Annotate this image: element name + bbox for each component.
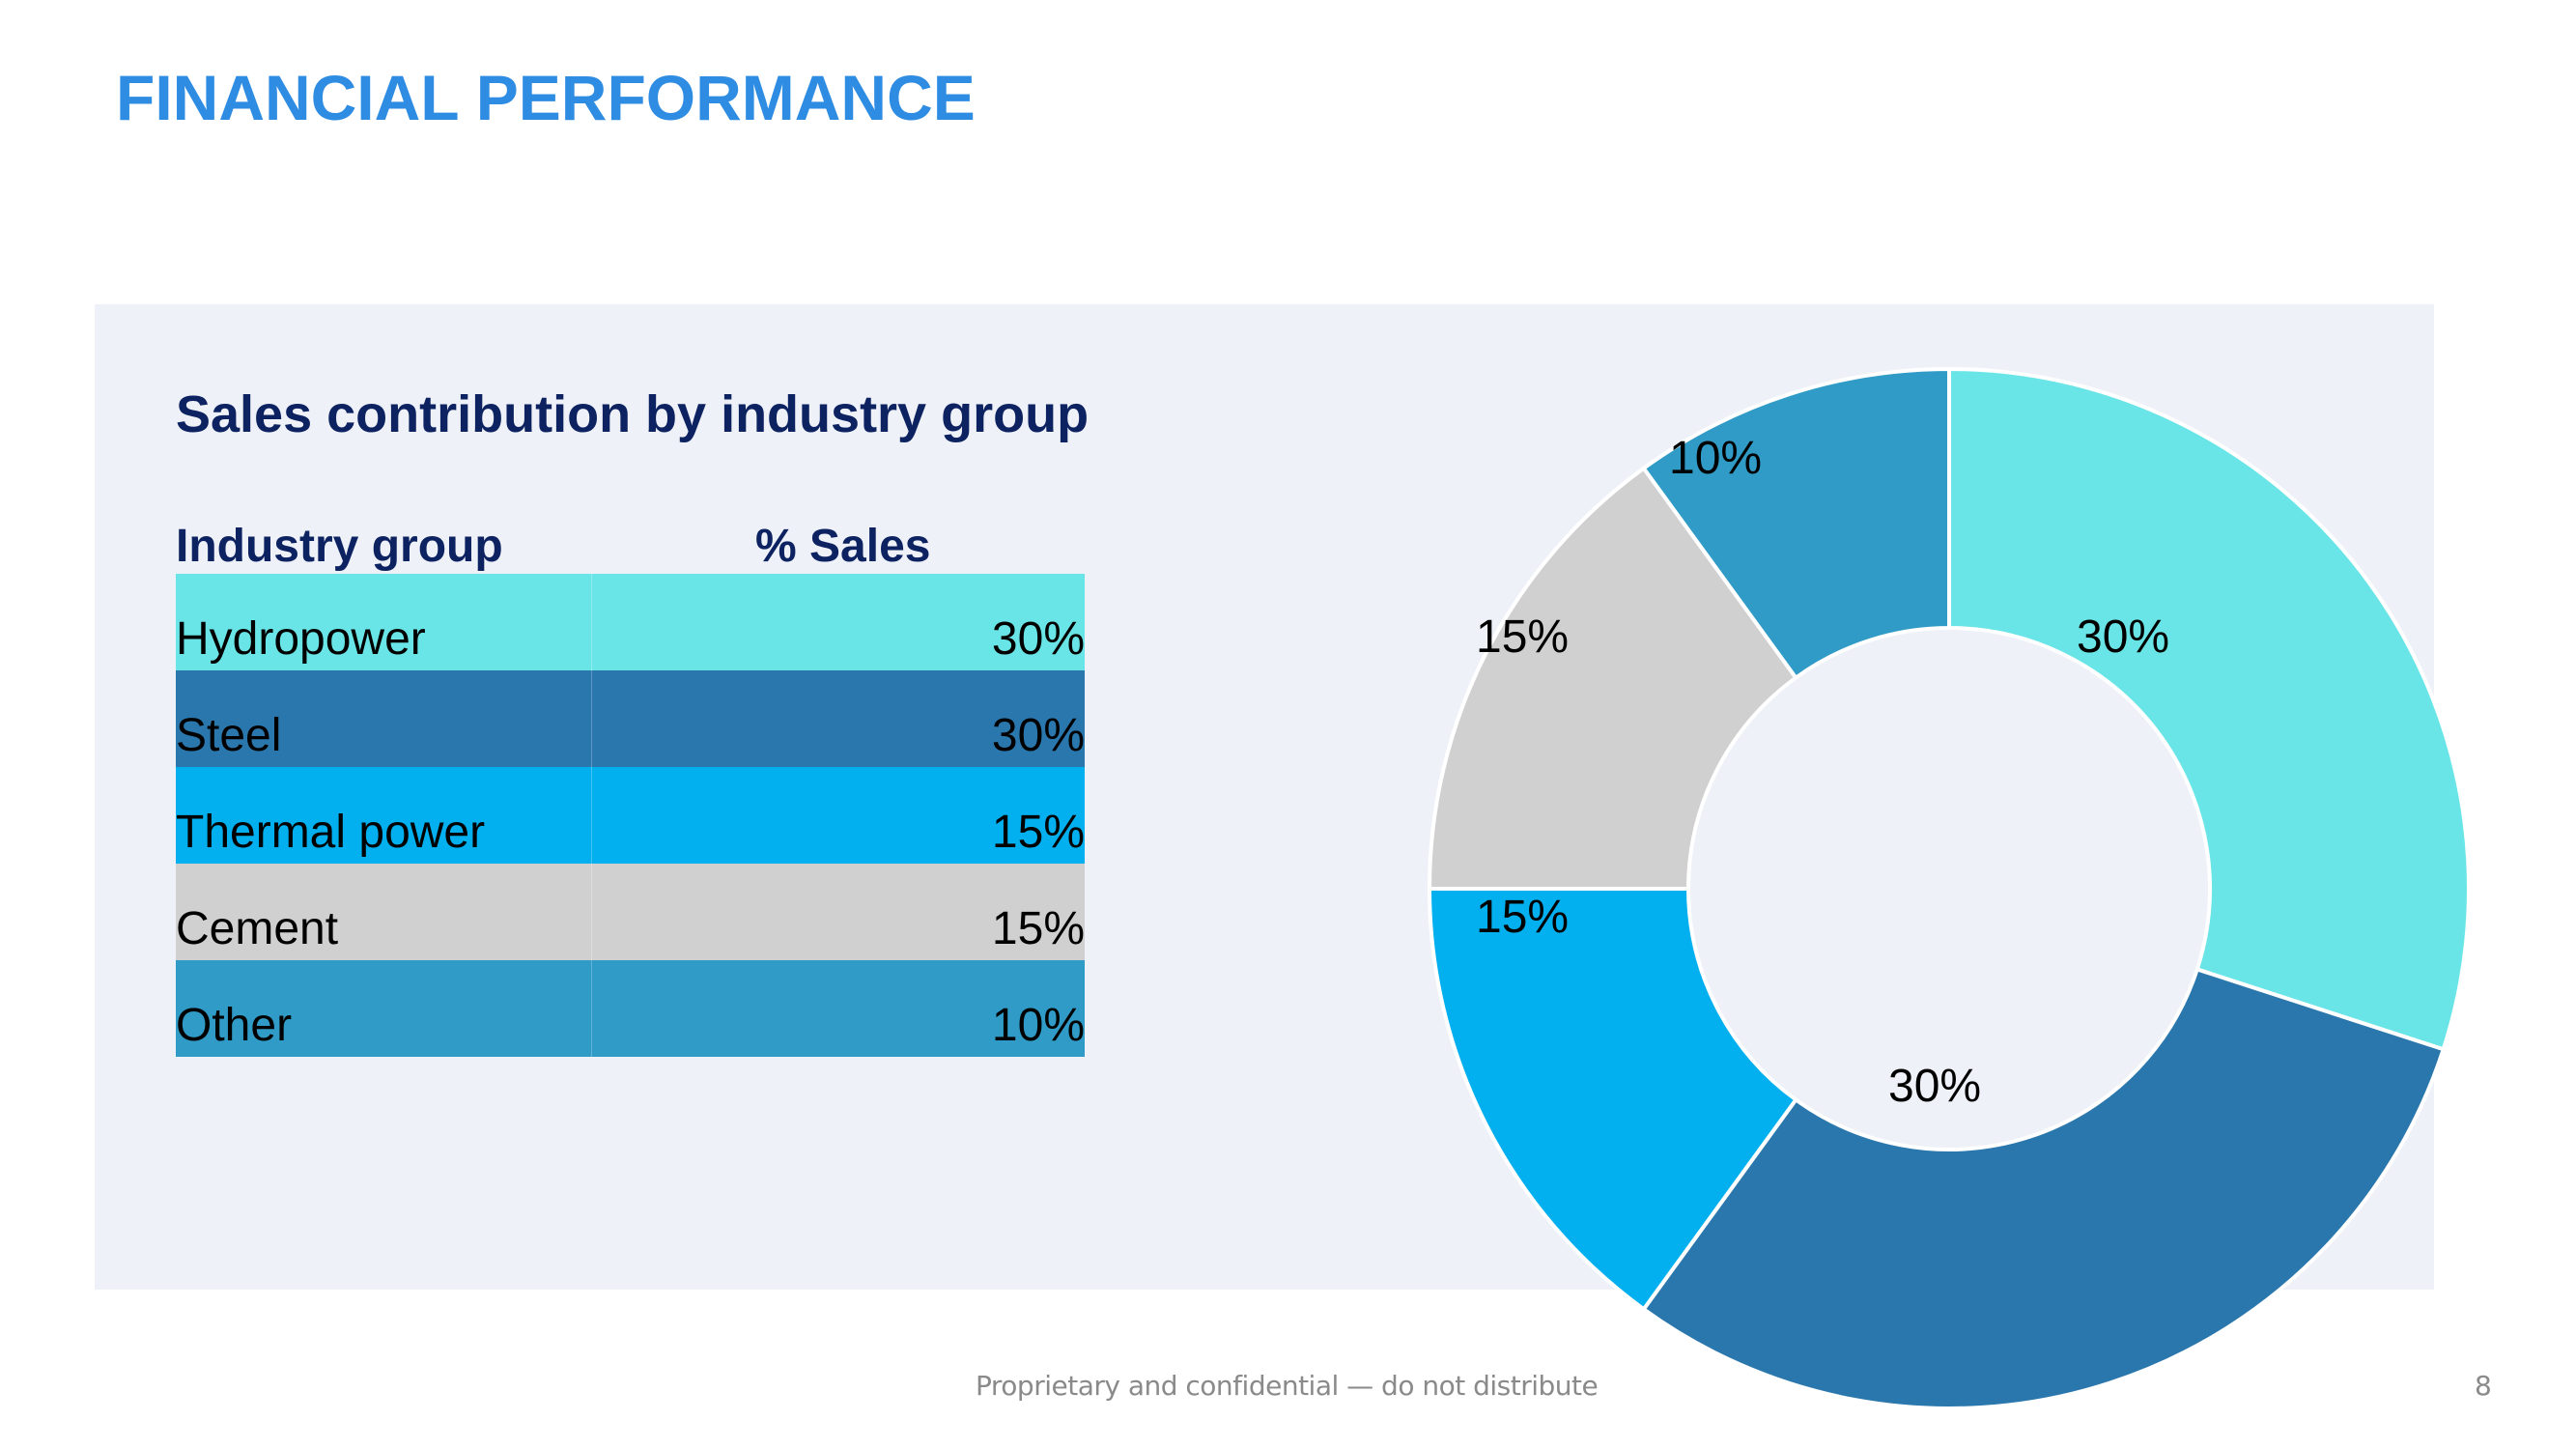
industry-group-cell: Other [176, 960, 592, 1057]
footer-confidential: Proprietary and confidential — do not di… [976, 1370, 1599, 1402]
table-row: Steel 30% [176, 670, 1085, 767]
percent-sales-cell: 30% [991, 710, 1085, 761]
sales-table: Industry group % Sales Hydropower 30% Stee… [176, 520, 1085, 1057]
percent-sales-cell: 15% [991, 903, 1085, 954]
table-body: Hydropower 30% Steel 30% Thermal power 15% Cem… [176, 574, 1085, 1057]
industry-group-cell: Steel [176, 670, 592, 767]
chart-subtitle: Sales contribution by industry group [176, 385, 1090, 443]
page-number: 8 [2475, 1370, 2492, 1402]
donut-slice-cement [1427, 465, 1799, 891]
header-percent-sales: % Sales [755, 521, 931, 572]
table-row: Thermal power 15% [176, 767, 1085, 864]
header-industry-group: Industry group [176, 521, 503, 572]
industry-group-cell: Cement [176, 864, 592, 960]
industry-group-cell: Hydropower [176, 574, 592, 670]
table-header: Industry group % Sales [176, 520, 1085, 574]
slide-title: FINANCIAL PERFORMANCE [116, 62, 976, 133]
table-row: Cement 15% [176, 864, 1085, 960]
donut-slice-thermal-power [1427, 887, 1799, 1313]
donut-slice-steel [1640, 966, 2447, 1410]
donut-slice-hydropower [1947, 366, 2471, 1052]
table-row: Hydropower 30% [176, 574, 1085, 670]
percent-sales-cell: 10% [991, 1000, 1085, 1051]
table-row: Other 10% [176, 960, 1085, 1057]
donut-slice-other [1640, 366, 1951, 681]
percent-sales-cell: 15% [991, 807, 1085, 858]
percent-sales-cell: 30% [991, 613, 1085, 665]
industry-group-cell: Thermal power [176, 767, 592, 864]
